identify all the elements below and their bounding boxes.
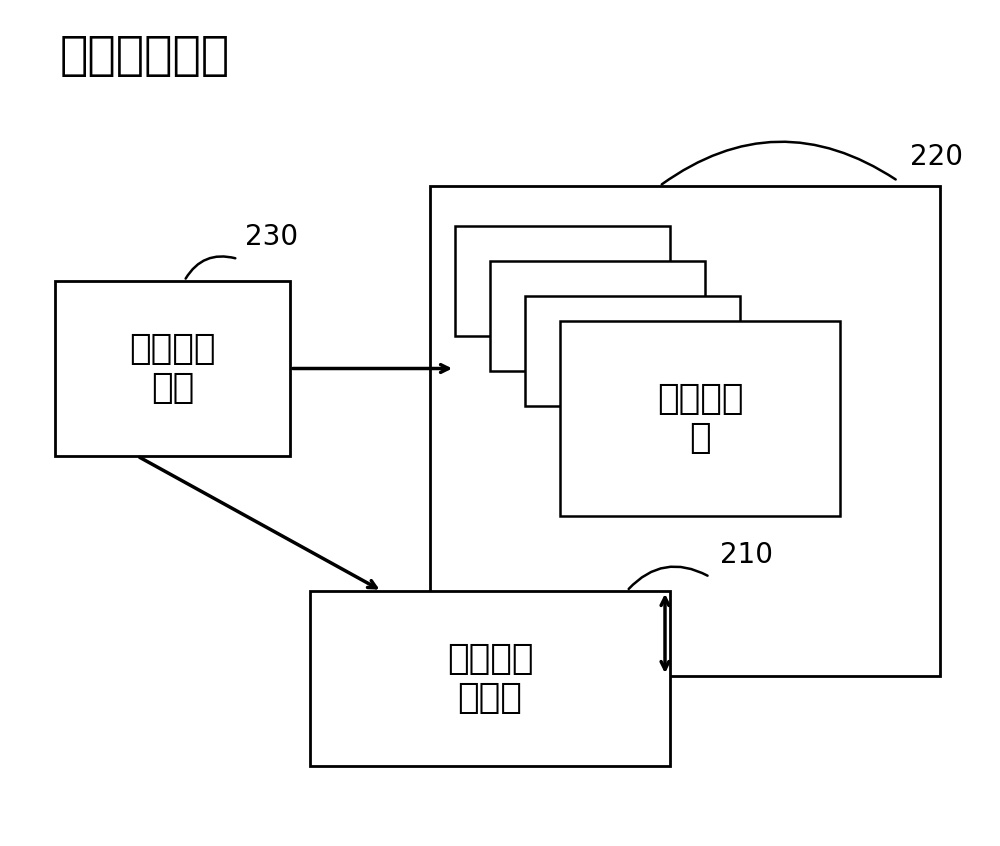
Text: 格式解析
电路: 格式解析 电路 <box>129 332 216 405</box>
Bar <box>55 281 290 456</box>
Bar <box>310 591 670 766</box>
Bar <box>430 186 940 676</box>
Text: 230: 230 <box>245 223 298 251</box>
Bar <box>455 226 670 336</box>
Text: 220: 220 <box>910 143 963 171</box>
Text: 算术逻辑单元: 算术逻辑单元 <box>60 34 230 79</box>
Bar <box>560 321 840 516</box>
Text: 浮点数控
制电路: 浮点数控 制电路 <box>447 642 533 715</box>
Bar <box>525 296 740 406</box>
Text: 特定乘加: 特定乘加 <box>526 266 599 295</box>
Bar <box>490 261 705 371</box>
Text: 特定乘加
器: 特定乘加 器 <box>657 382 743 455</box>
Text: 特定乘加: 特定乘加 <box>561 301 634 331</box>
Text: 210: 210 <box>720 541 773 569</box>
Text: 特定乘加: 特定乘加 <box>596 337 669 365</box>
